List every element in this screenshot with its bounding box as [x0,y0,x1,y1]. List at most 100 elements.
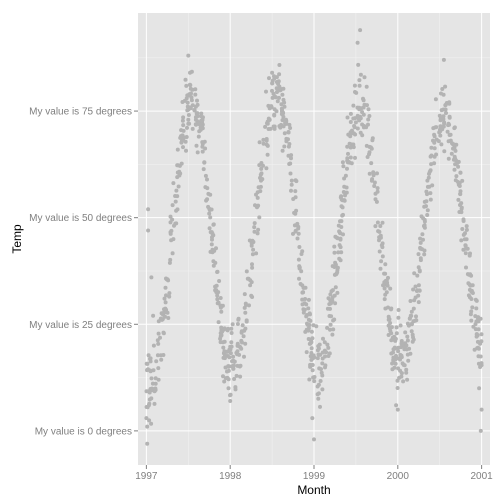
data-point [425,208,430,213]
data-point [295,221,300,226]
data-point [193,122,198,127]
data-point [411,306,416,311]
data-point [390,361,395,366]
data-point [240,323,245,328]
data-point [405,321,410,326]
data-point [405,334,410,339]
data-point [276,79,281,84]
data-point [433,97,438,102]
data-point [473,314,478,319]
data-point [149,421,154,426]
data-points [144,28,484,446]
data-point [243,341,248,346]
data-point [470,305,475,310]
data-point [478,365,483,369]
data-point [322,340,327,345]
data-point [284,121,289,126]
data-point [316,346,321,351]
data-point [461,232,466,237]
data-point [328,322,333,327]
data-point [335,290,340,295]
data-point [419,214,424,219]
data-point [338,231,343,236]
data-point [438,124,443,129]
data-point [326,345,331,350]
data-point [412,271,417,276]
data-point [414,318,419,323]
data-point [190,87,195,92]
data-point [323,365,327,370]
data-point [244,303,248,307]
data-point [389,351,394,356]
data-point [452,167,457,172]
data-point [175,147,180,152]
data-point [366,117,371,122]
data-point [375,220,380,225]
data-point [148,356,153,361]
data-point [243,310,248,315]
data-point [479,407,484,412]
data-point [297,245,302,249]
data-point [317,366,322,371]
data-point [215,293,220,298]
data-point [300,297,305,302]
data-point [315,392,320,397]
data-point [314,324,319,329]
data-point [202,160,207,165]
data-point [309,351,314,355]
data-point [447,114,452,119]
data-point [168,230,173,235]
data-point [188,70,192,75]
data-point [250,252,255,257]
data-point [327,351,332,356]
data-point [463,246,468,251]
data-point [331,318,336,323]
data-point [308,354,313,359]
x-tick-label: 1997 [135,471,158,482]
data-point [154,359,159,364]
data-point [389,325,394,330]
data-point [207,226,212,231]
data-point [404,347,409,352]
data-point [277,95,281,100]
data-point [371,170,376,175]
data-point [474,334,479,339]
data-point [416,265,421,270]
data-point [171,237,176,242]
data-point [217,279,222,283]
data-point [429,162,434,167]
data-point [238,374,243,379]
data-point [233,385,238,390]
data-point [330,298,335,303]
data-point [309,346,314,351]
data-point [413,284,418,289]
data-point [289,188,293,193]
data-point [342,176,347,181]
data-point [291,197,296,201]
data-point [467,272,471,277]
data-point [337,256,342,261]
data-point [280,148,285,153]
data-point [438,118,443,123]
data-point [188,106,193,111]
data-point [385,283,390,288]
data-point [320,361,325,366]
data-point [302,307,307,312]
data-point [158,353,163,358]
data-point [288,126,293,130]
data-point [446,156,451,161]
data-point [325,325,330,330]
data-point [293,189,298,194]
data-point [282,144,287,149]
data-point [228,399,233,403]
data-point [388,321,393,325]
data-point [458,170,463,175]
data-point [181,123,186,128]
data-point [299,252,304,256]
data-point [301,290,305,295]
data-point [444,111,448,115]
data-point [252,221,257,226]
data-point [348,145,353,150]
data-point [301,285,306,290]
